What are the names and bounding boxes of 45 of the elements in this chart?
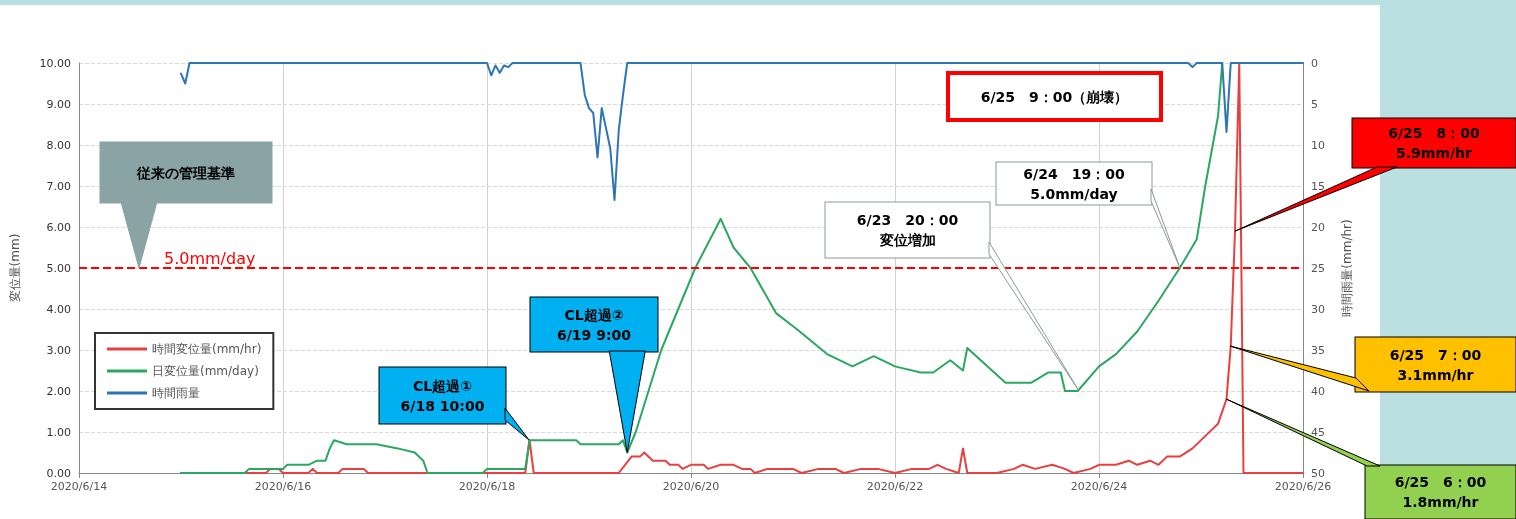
y-tick-label: 9.00: [46, 97, 71, 111]
y-tick-label: 4.00: [46, 302, 71, 316]
y-tick-label: 3.00: [46, 343, 71, 357]
y2-tick-label: 15: [1311, 179, 1325, 193]
annotation: 6/25 6：00 1.8mm/hr: [1394, 474, 1487, 510]
y2-tick-label: 40: [1311, 384, 1325, 398]
x-tick-label: 2020/6/16: [254, 480, 312, 493]
x-tick-label: 2020/6/24: [1070, 480, 1128, 493]
annotation: 6/25 9：00（崩壊）: [980, 88, 1129, 105]
x-tick-label: 2020/6/26: [1274, 480, 1332, 493]
y2-tick-label: 30: [1311, 302, 1325, 316]
y-tick-label: 6.00: [46, 220, 71, 234]
y2-tick-label: 45: [1311, 425, 1325, 439]
x-tick-label: 2020/6/22: [866, 480, 924, 493]
y-tick-label: 10.00: [39, 56, 71, 70]
annotation: 従来の管理基準: [136, 164, 235, 181]
y2-axis-title: 時間雨量(mm/hr): [1340, 219, 1354, 317]
legend-label: 日変位量(mm/day): [152, 364, 259, 378]
y-tick-label: 7.00: [46, 179, 71, 193]
annotation: CL超過① 6/18 10:00: [400, 377, 485, 414]
y-axis-title: 変位量(mm): [8, 233, 22, 303]
y2-tick-label: 0: [1311, 56, 1318, 70]
y2-tick-label: 35: [1311, 343, 1325, 357]
line-series: [180, 62, 1304, 201]
y2-tick-label: 50: [1311, 466, 1325, 480]
y-tick-label: 0.00: [46, 466, 71, 480]
y2-tick-label: 5: [1311, 97, 1318, 111]
legend-label: 時間雨量: [152, 386, 200, 400]
annotation: 6/24 19：00 5.0mm/day: [1023, 165, 1125, 202]
y2-tick-label: 10: [1311, 138, 1325, 152]
y2-tick-label: 20: [1311, 220, 1325, 234]
y-tick-label: 5.00: [46, 261, 71, 275]
annotation: 6/25 8：00 5.9mm/hr: [1388, 125, 1481, 161]
ref-line-label: 5.0mm/day: [164, 248, 256, 268]
x-tick-label: 2020/6/14: [50, 480, 108, 493]
y-tick-label: 1.00: [46, 425, 71, 439]
annotation: 6/23 20：00 変位増加: [856, 212, 959, 248]
legend-label: 時間変位量(mm/hr): [152, 342, 262, 356]
y-tick-label: 2.00: [46, 384, 71, 398]
x-tick-label: 2020/6/18: [458, 480, 516, 493]
annotation: CL超過② 6/19 9:00: [556, 306, 632, 343]
y2-tick-label: 25: [1311, 261, 1325, 275]
x-tick-label: 2020/6/20: [662, 480, 720, 493]
y-tick-label: 8.00: [46, 138, 71, 152]
text: 6/25 7：00 3.1mm/hr: [1389, 346, 1482, 383]
